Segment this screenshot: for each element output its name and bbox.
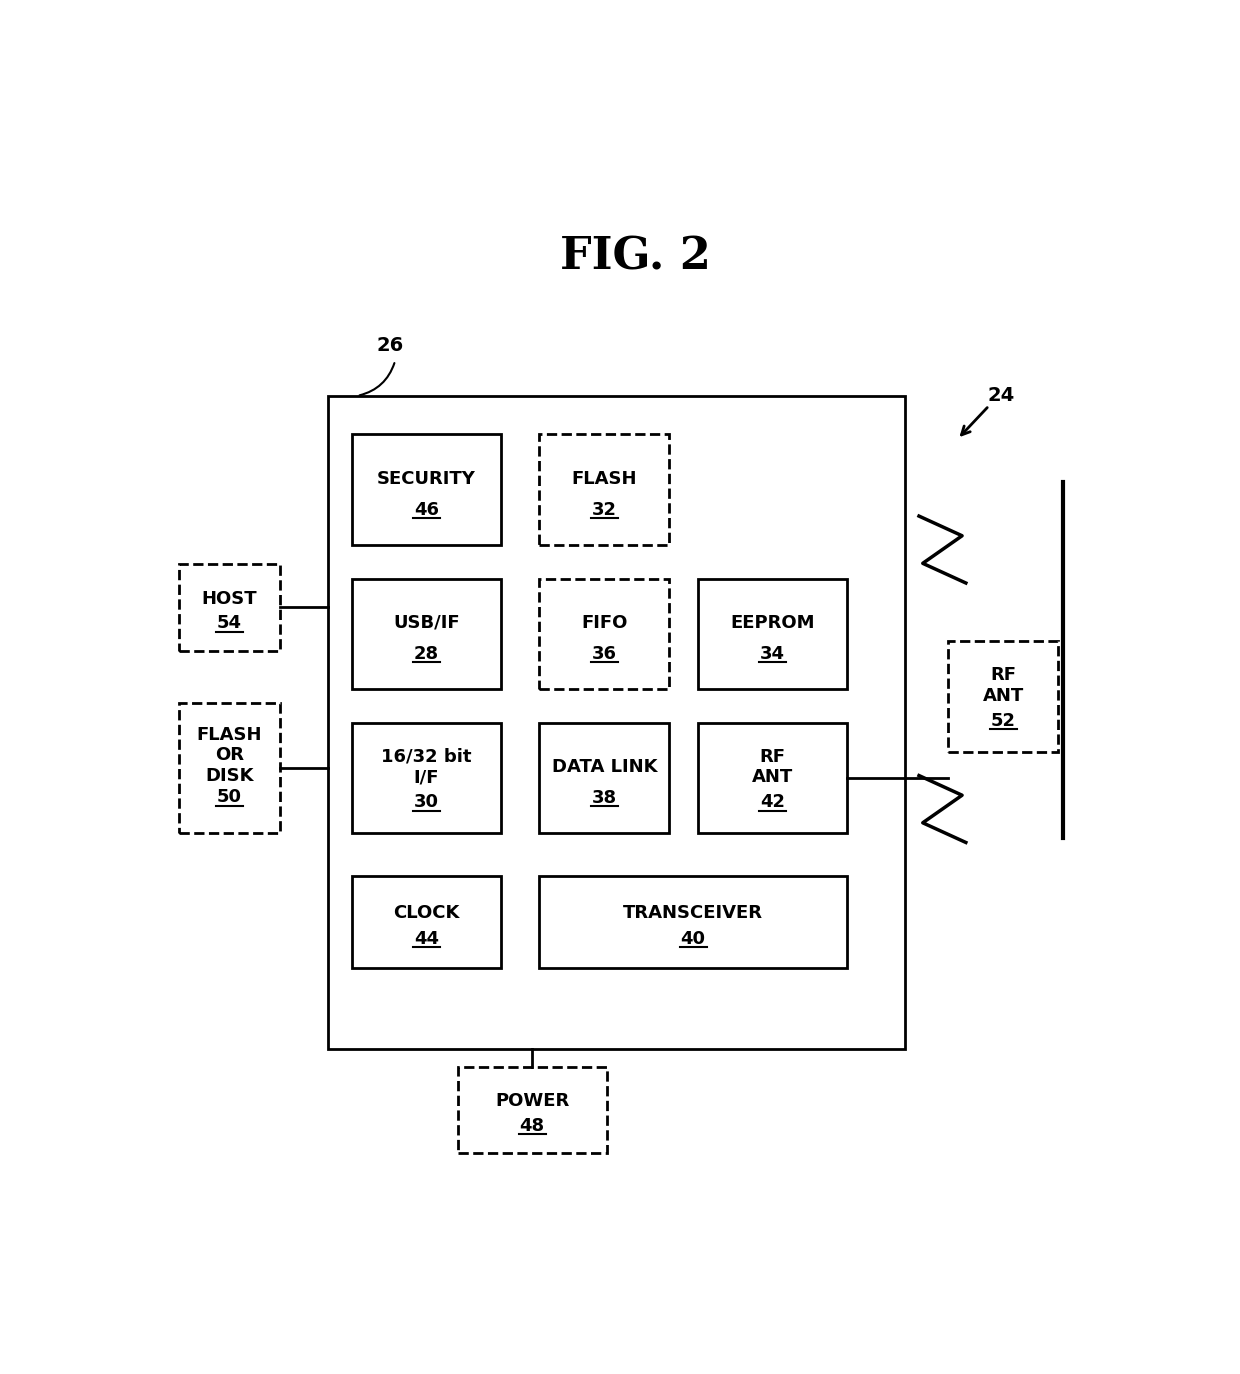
Text: FLASH: FLASH: [572, 470, 637, 488]
Text: 52: 52: [991, 712, 1016, 730]
Text: 30: 30: [414, 793, 439, 811]
Text: 32: 32: [591, 500, 616, 518]
Text: POWER: POWER: [495, 1092, 569, 1110]
Text: 42: 42: [760, 793, 785, 811]
Bar: [698, 723, 847, 833]
Text: 24: 24: [987, 386, 1014, 405]
Text: 54: 54: [217, 614, 242, 632]
Bar: [539, 877, 847, 967]
Text: 46: 46: [414, 500, 439, 518]
Text: HOST: HOST: [202, 589, 257, 607]
Text: TRANSCEIVER: TRANSCEIVER: [624, 904, 763, 922]
Text: 28: 28: [414, 644, 439, 662]
Text: RF
ANT: RF ANT: [751, 747, 794, 786]
Text: 40: 40: [681, 930, 706, 948]
Text: 44: 44: [414, 930, 439, 948]
Bar: [179, 565, 280, 651]
Bar: [698, 578, 847, 690]
Text: FIG. 2: FIG. 2: [560, 235, 711, 278]
Text: FIFO: FIFO: [582, 614, 627, 632]
Bar: [352, 434, 501, 545]
Text: FLASH
OR
DISK: FLASH OR DISK: [197, 725, 262, 785]
Bar: [539, 434, 670, 545]
Text: SECURITY: SECURITY: [377, 470, 476, 488]
Text: USB/IF: USB/IF: [393, 614, 460, 632]
Bar: [352, 723, 501, 833]
Text: CLOCK: CLOCK: [393, 904, 460, 922]
Text: 48: 48: [520, 1117, 544, 1135]
Text: DATA LINK: DATA LINK: [552, 758, 657, 776]
Text: RF
ANT: RF ANT: [982, 666, 1024, 705]
Text: 36: 36: [591, 644, 616, 662]
Text: 38: 38: [591, 789, 616, 807]
Bar: [352, 877, 501, 967]
Bar: [947, 642, 1058, 752]
Text: EEPROM: EEPROM: [730, 614, 815, 632]
Bar: [352, 578, 501, 690]
Text: 16/32 bit
I/F: 16/32 bit I/F: [381, 747, 471, 786]
Bar: [539, 723, 670, 833]
Text: 50: 50: [217, 787, 242, 807]
Bar: [179, 703, 280, 833]
Text: 26: 26: [377, 337, 404, 356]
Bar: [327, 396, 905, 1050]
Text: 34: 34: [760, 644, 785, 662]
Bar: [539, 578, 670, 690]
Bar: [458, 1066, 606, 1153]
